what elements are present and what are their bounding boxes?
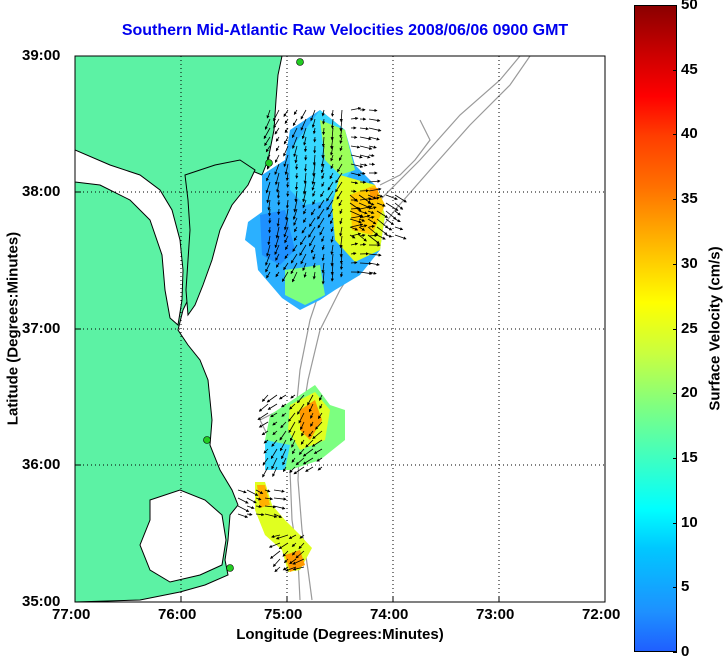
colorbar-tick-label: 0: [681, 643, 689, 660]
y-axis-label: Latitude (Degrees:Minutes): [5, 219, 22, 439]
colorbar-tick-label: 45: [681, 61, 698, 78]
colorbar: [634, 5, 677, 652]
colorbar-tick-label: 10: [681, 514, 698, 531]
colorbar-tick-label: 40: [681, 125, 698, 142]
x-axis-label: Longitude (Degrees:Minutes): [75, 626, 605, 643]
x-tick-label: 74:00: [370, 606, 408, 623]
y-tick-label: 36:00: [22, 456, 60, 473]
colorbar-tick-label: 35: [681, 190, 698, 207]
colorbar-tick-label: 30: [681, 255, 698, 272]
y-tick-label: 39:00: [22, 47, 60, 64]
station-marker: [266, 160, 273, 167]
y-tick-label: 37:00: [22, 320, 60, 337]
x-tick-label: 77:00: [52, 606, 90, 623]
x-tick-label: 76:00: [158, 606, 196, 623]
station-marker: [227, 565, 234, 572]
x-tick-label: 72:00: [582, 606, 620, 623]
y-tick-label: 38:00: [22, 183, 60, 200]
colorbar-label: Surface Velocity (cm/s): [707, 219, 724, 439]
colorbar-tick-label: 5: [681, 578, 689, 595]
colorbar-tick-label: 15: [681, 449, 698, 466]
colorbar-tick-label: 20: [681, 384, 698, 401]
station-marker: [297, 59, 304, 66]
x-tick-label: 73:00: [476, 606, 514, 623]
colorbar-tick-label: 50: [681, 0, 698, 13]
station-marker: [204, 437, 211, 444]
colorbar-tick-label: 25: [681, 320, 698, 337]
x-tick-label: 75:00: [264, 606, 302, 623]
